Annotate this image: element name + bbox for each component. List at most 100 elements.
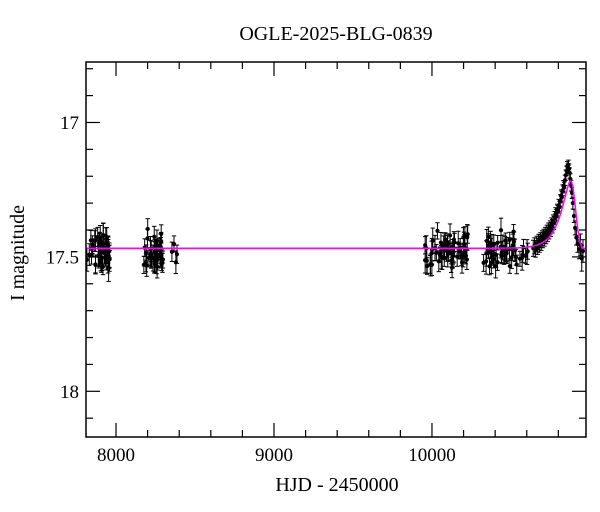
data-point	[454, 246, 460, 267]
x-axis-label: HJD - 2450000	[275, 474, 398, 496]
data-point	[105, 235, 111, 258]
point-marker	[423, 243, 428, 248]
point-marker	[455, 254, 460, 259]
data-point	[449, 256, 455, 279]
point-marker	[93, 262, 98, 267]
point-marker	[92, 238, 97, 244]
point-marker	[481, 260, 486, 265]
point-marker	[144, 250, 149, 255]
point-marker	[507, 263, 512, 269]
point-marker	[504, 251, 509, 256]
data-point	[498, 217, 504, 243]
point-marker	[489, 260, 494, 265]
data-point	[511, 224, 516, 240]
data-point	[513, 248, 519, 266]
point-marker	[559, 195, 564, 200]
model-curve-layer	[86, 180, 586, 250]
data-point	[492, 242, 497, 266]
point-marker	[459, 260, 465, 265]
point-marker	[160, 257, 166, 262]
data-point	[504, 242, 509, 264]
point-marker	[511, 239, 517, 244]
point-marker	[148, 255, 153, 260]
point-marker	[571, 213, 577, 219]
data-point	[436, 250, 441, 273]
point-marker	[458, 248, 463, 253]
point-marker	[499, 253, 504, 258]
data-point	[87, 243, 92, 266]
point-marker	[572, 225, 578, 230]
data-point	[160, 250, 166, 269]
x-tick-label: 10000	[408, 445, 456, 466]
point-marker	[105, 259, 111, 265]
model-light-curve	[86, 180, 586, 250]
plot-frame	[85, 61, 587, 438]
x-tick-label: 8000	[97, 445, 135, 466]
data-point	[507, 258, 513, 274]
data-point	[461, 227, 466, 248]
point-marker	[566, 166, 572, 171]
data-point	[141, 255, 147, 274]
data-point	[424, 257, 430, 275]
point-marker	[520, 252, 525, 257]
point-marker	[442, 256, 447, 261]
point-marker	[449, 265, 455, 270]
point-marker	[525, 249, 530, 254]
point-marker	[486, 234, 491, 239]
data-point	[451, 241, 456, 263]
point-marker	[155, 264, 160, 269]
chart-title: OGLE-2025-BLG-0839	[239, 23, 432, 45]
data-point	[525, 242, 530, 260]
point-marker	[438, 240, 444, 245]
x-tick-label: 9000	[255, 445, 293, 466]
data-point	[571, 209, 577, 223]
point-marker	[436, 259, 441, 264]
axes-layer: 8000 9000 10000 17 17.5 18	[46, 61, 587, 466]
data-points-layer	[86, 159, 586, 282]
point-marker	[487, 264, 492, 269]
point-marker	[486, 248, 491, 253]
point-marker	[106, 266, 111, 271]
point-marker	[492, 251, 497, 257]
data-point	[457, 242, 463, 260]
point-marker	[580, 248, 586, 254]
data-point	[99, 239, 105, 265]
y-axis-label: I magnitude	[7, 205, 29, 301]
data-point	[488, 237, 494, 255]
data-point	[171, 235, 177, 253]
point-marker	[105, 244, 111, 249]
point-marker	[152, 234, 157, 239]
point-marker	[451, 249, 456, 254]
point-marker	[141, 262, 146, 267]
point-marker	[98, 236, 103, 241]
data-point	[145, 218, 150, 240]
point-marker	[174, 252, 180, 257]
point-marker	[562, 185, 567, 190]
point-marker	[461, 235, 466, 240]
point-marker	[441, 244, 446, 249]
point-marker	[498, 228, 504, 233]
point-marker	[484, 238, 489, 244]
data-point	[435, 222, 440, 240]
point-marker	[425, 263, 430, 269]
point-marker	[99, 249, 104, 255]
point-marker	[435, 228, 440, 233]
y-tick-label: 17.5	[46, 247, 79, 268]
point-marker	[513, 255, 519, 260]
y-tick-label: 17	[60, 113, 79, 134]
point-marker	[446, 249, 451, 254]
point-marker	[567, 170, 572, 176]
point-marker	[488, 244, 493, 249]
point-marker	[514, 262, 519, 267]
point-marker	[570, 201, 575, 206]
point-marker	[447, 233, 453, 238]
data-point	[447, 223, 453, 248]
point-marker	[461, 241, 467, 247]
point-marker	[87, 252, 92, 257]
point-marker	[145, 226, 150, 232]
data-point	[580, 239, 586, 263]
point-marker	[511, 229, 516, 234]
y-tick-label: 18	[60, 382, 79, 403]
